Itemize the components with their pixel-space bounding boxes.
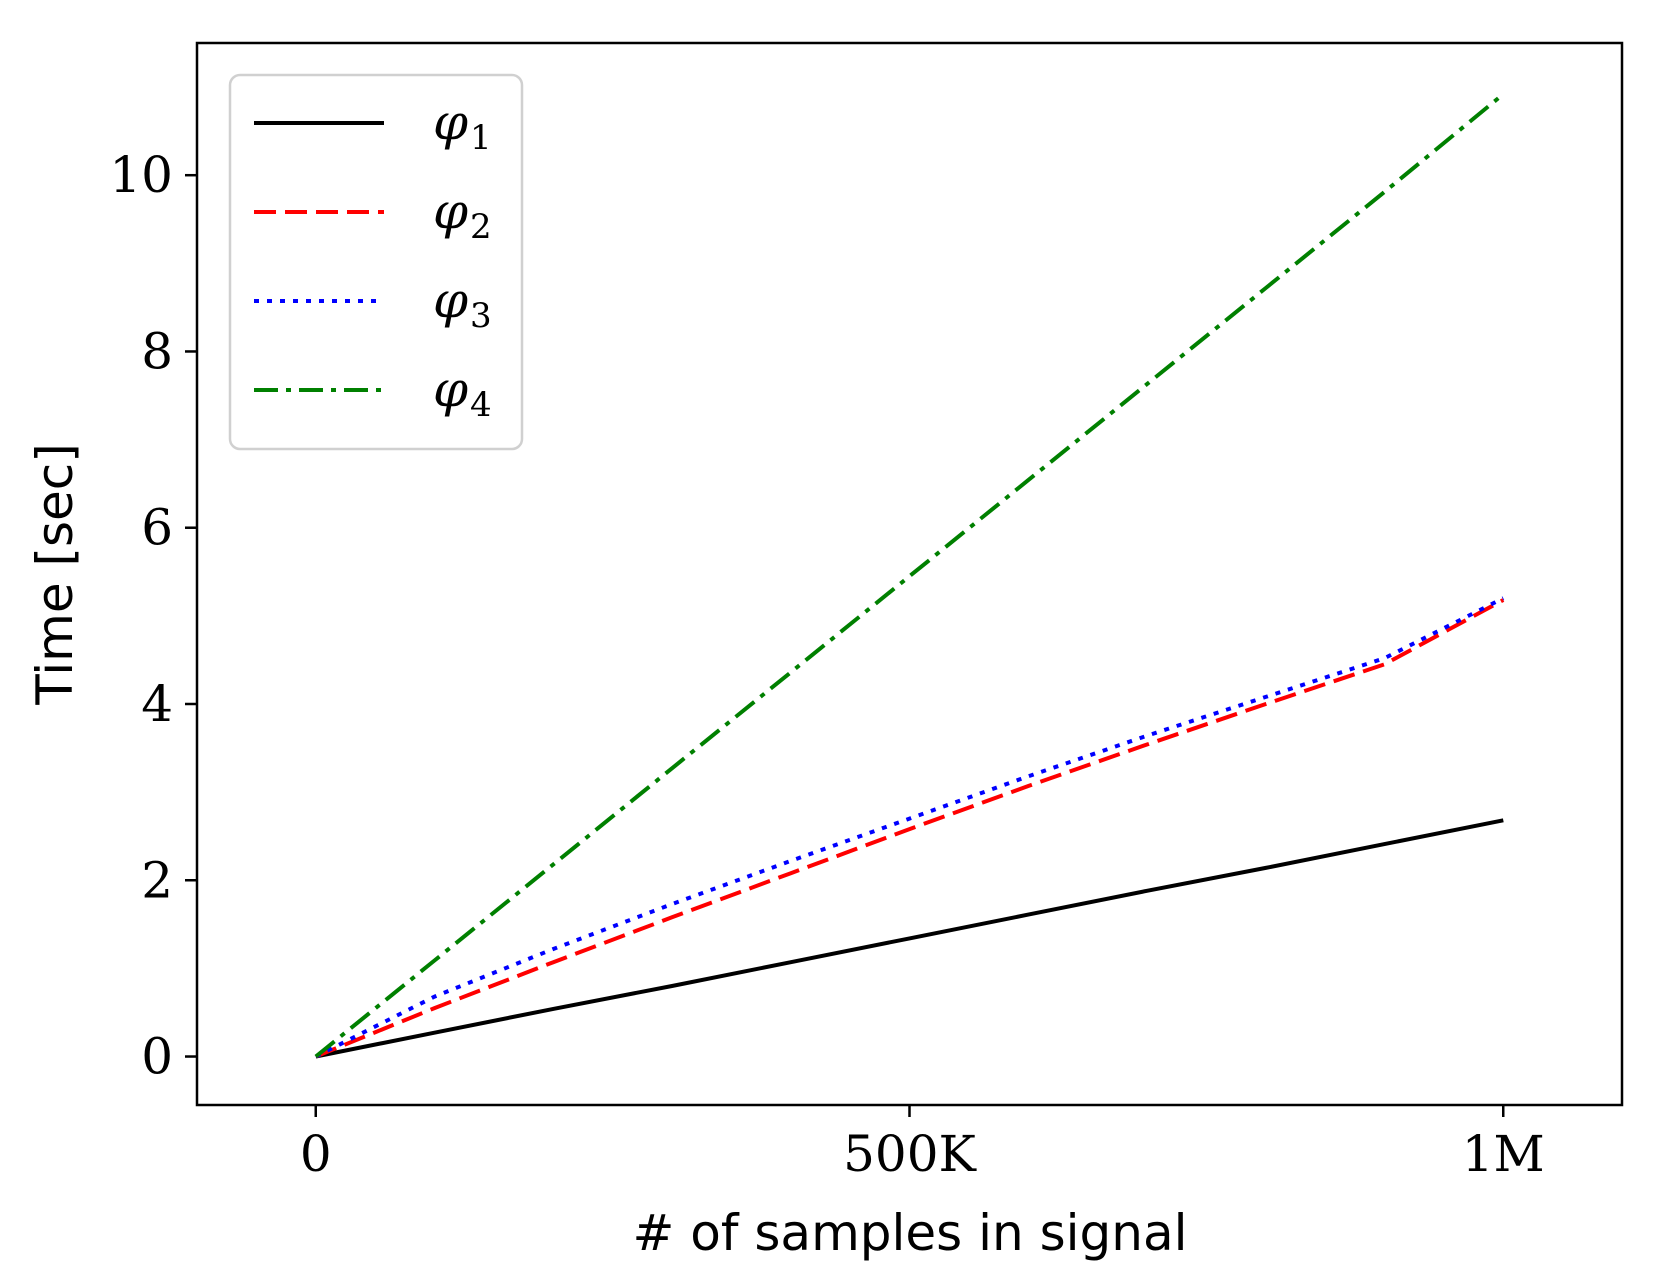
y-tick-label: 6 [141, 499, 173, 557]
x-axis-ticks: 0 500K 1M [300, 1105, 1545, 1183]
y-tick-label: 4 [141, 675, 173, 733]
series-line-1 [315, 818, 1504, 1059]
x-tick-label: 1M [1462, 1125, 1545, 1183]
y-tick-label: 0 [141, 1028, 173, 1086]
y-axis-label: Time [sec] [26, 443, 84, 706]
legend-frame [228, 73, 524, 451]
x-tick-label: 500K [843, 1125, 977, 1183]
y-tick-label: 10 [109, 146, 173, 204]
series-line-3 [314, 596, 1505, 1059]
legend-label-4: φ4 [433, 360, 492, 425]
x-tick-label: 0 [300, 1125, 332, 1183]
series-line-2 [315, 598, 1505, 1059]
series-line-4 [314, 92, 1505, 1059]
legend-label-2: φ2 [433, 182, 492, 247]
y-tick-label: 8 [141, 322, 173, 380]
legend-label-1: φ1 [433, 93, 492, 158]
y-axis-ticks: 0 2 4 6 8 10 [109, 146, 197, 1086]
y-tick-label: 2 [141, 851, 173, 909]
plot-lines [314, 92, 1505, 1059]
x-axis-label: # of samples in signal [633, 1204, 1188, 1262]
legend: φ1 φ2 φ3 φ4 [228, 73, 524, 451]
legend-label-3: φ3 [433, 271, 492, 336]
